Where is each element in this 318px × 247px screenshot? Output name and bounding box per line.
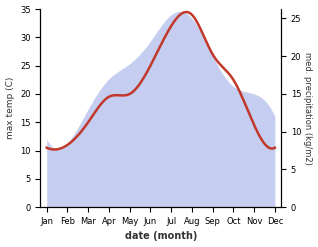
X-axis label: date (month): date (month) [125, 231, 197, 242]
Y-axis label: med. precipitation (kg/m2): med. precipitation (kg/m2) [303, 52, 313, 165]
Y-axis label: max temp (C): max temp (C) [5, 77, 15, 139]
